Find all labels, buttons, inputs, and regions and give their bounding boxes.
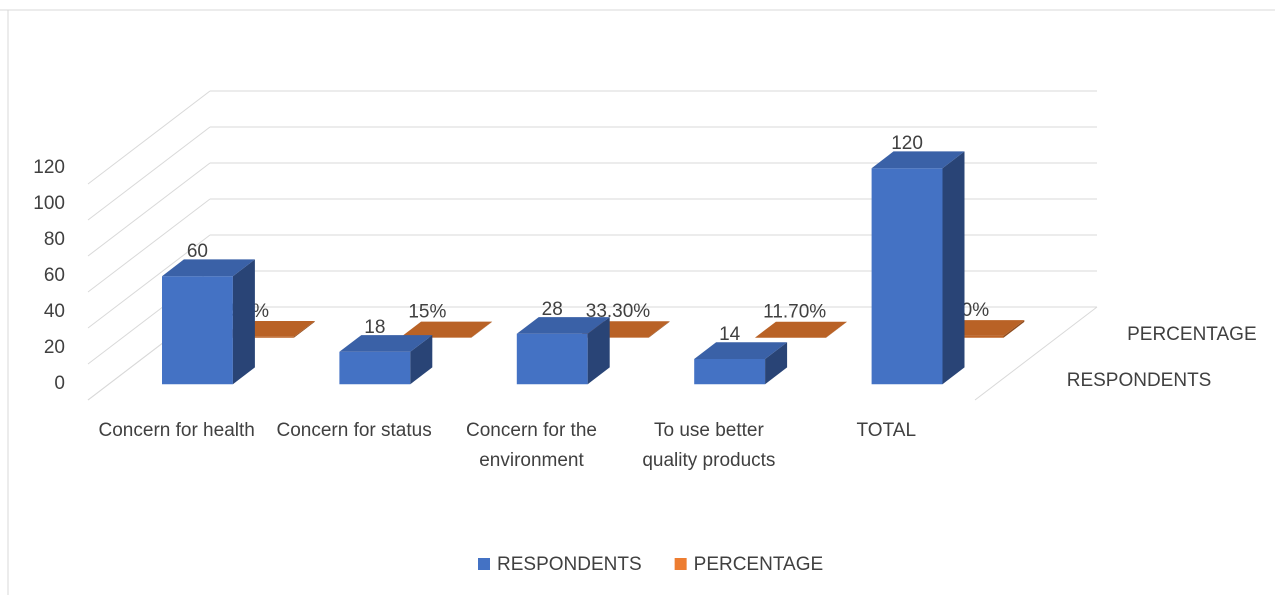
- bar-front: [339, 351, 411, 385]
- y-tick-label: 20: [44, 337, 65, 358]
- bar-front: [162, 276, 233, 385]
- y-tick-label: 0: [54, 373, 65, 394]
- y-tick-label: 40: [44, 301, 65, 322]
- bar-side: [471, 321, 493, 338]
- floor-edge: [974, 306, 1098, 401]
- x-tick-label: Concern for the environment: [466, 420, 597, 471]
- x-tick-label: To use better quality products: [642, 420, 776, 471]
- bar-top: [755, 321, 847, 338]
- bar: [162, 259, 255, 385]
- bar-top: [400, 321, 493, 338]
- x-tick-label: Concern for status: [276, 420, 432, 441]
- bar-top: [339, 335, 433, 352]
- grid-line: [87, 162, 211, 257]
- legend-label: RESPONDENTS: [497, 554, 642, 575]
- data-label: 18: [364, 317, 385, 338]
- bar-top: [516, 317, 610, 334]
- data-label: 14: [719, 324, 741, 345]
- grid-line: [87, 234, 211, 329]
- depth-axis-label: RESPONDENTS: [1067, 370, 1212, 391]
- bar-side: [587, 317, 610, 385]
- data-label: 11.70%: [763, 301, 826, 322]
- data-label: 28: [542, 299, 563, 320]
- bar-top: [694, 342, 788, 359]
- bar-front: [694, 359, 766, 385]
- bar: [516, 317, 610, 385]
- bar-top: [871, 151, 965, 169]
- x-tick-label: TOTAL: [856, 420, 917, 441]
- y-tick-label: 80: [44, 229, 65, 250]
- legend-label: PERCENTAGE: [694, 554, 824, 575]
- grid-line: [87, 198, 211, 293]
- bar: [694, 342, 788, 385]
- bar: [871, 151, 965, 385]
- bar: [755, 321, 847, 338]
- bar-side: [826, 321, 847, 338]
- depth-axis-label: PERCENTAGE: [1127, 324, 1257, 345]
- bar-front: [871, 168, 943, 385]
- grid-line: [87, 126, 211, 221]
- bar-side: [648, 321, 670, 338]
- bar: [339, 335, 433, 385]
- bar-side: [410, 335, 433, 385]
- bar-side: [232, 259, 255, 385]
- legend-swatch: [478, 558, 490, 570]
- y-tick-label: 60: [44, 265, 65, 286]
- bar-front: [516, 333, 588, 385]
- bar-side: [942, 151, 965, 385]
- grid-line: [87, 90, 211, 185]
- bar-side: [293, 321, 315, 338]
- data-label: 120: [891, 133, 923, 154]
- y-tick-label: 100: [33, 193, 65, 214]
- x-tick-label: Concern for health: [98, 420, 255, 441]
- data-label: 33.30%: [586, 301, 651, 322]
- bar-top: [162, 259, 255, 277]
- data-label: 60: [187, 241, 208, 262]
- bar-side: [765, 342, 788, 385]
- legend-swatch: [674, 558, 687, 570]
- data-label: 15%: [408, 301, 446, 322]
- y-tick-label: 120: [33, 157, 65, 178]
- bar-side: [1003, 320, 1025, 338]
- bar: [400, 321, 493, 338]
